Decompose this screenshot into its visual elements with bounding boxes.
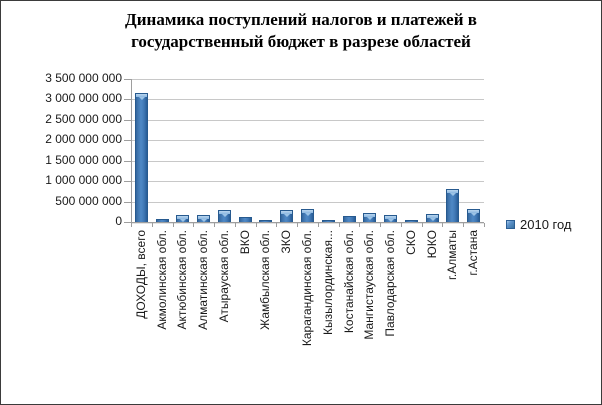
x-axis-tick xyxy=(256,223,257,227)
bar xyxy=(363,213,376,222)
y-axis-tick xyxy=(124,202,131,203)
x-axis-line xyxy=(131,222,484,223)
y-axis-label: 2 000 000 000 xyxy=(45,132,122,146)
category-label: Карагандинская обл. xyxy=(300,230,314,347)
category-label: г.Алматы xyxy=(445,230,459,281)
gridline xyxy=(131,140,484,141)
gridline xyxy=(131,202,484,203)
bar xyxy=(343,216,356,222)
bar xyxy=(156,219,169,222)
x-axis-tick xyxy=(297,223,298,227)
legend-series-label: 2010 год xyxy=(520,217,572,232)
x-axis-tick xyxy=(401,223,402,227)
category-label: Павлодарская обл. xyxy=(383,230,397,337)
x-axis-tick xyxy=(235,223,236,227)
gridline xyxy=(131,99,484,100)
x-axis-tick xyxy=(359,223,360,227)
category-label: ЮКО xyxy=(425,230,439,259)
category-label: Атырауская обл. xyxy=(217,230,231,323)
category-label: Акмолинская обл. xyxy=(155,230,169,330)
gridline xyxy=(131,120,484,121)
bar xyxy=(135,93,148,222)
y-axis-tick xyxy=(124,181,131,182)
bar xyxy=(197,215,210,222)
gridline xyxy=(131,161,484,162)
bar xyxy=(426,214,439,222)
y-axis-tick xyxy=(124,79,131,80)
x-axis-tick xyxy=(276,223,277,227)
x-axis-tick xyxy=(193,223,194,227)
category-label: Алматинская обл. xyxy=(196,230,210,330)
chart-title-line-2: государственный бюджет в разрезе областе… xyxy=(131,32,471,51)
category-label: ДОХОДЫ, всего xyxy=(134,230,148,319)
chart-title: Динамика поступлений налогов и платежей … xyxy=(1,9,601,53)
category-label: Жамбылская обл. xyxy=(258,230,272,330)
category-label: Актюбинская обл. xyxy=(175,230,189,330)
x-axis-tick xyxy=(173,223,174,227)
y-axis-label: 3 500 000 000 xyxy=(45,71,122,85)
category-label: ВКО xyxy=(238,230,252,255)
category-label: Кызылординская... xyxy=(321,230,335,335)
bar xyxy=(218,210,231,222)
bar xyxy=(467,209,480,222)
x-axis-tick xyxy=(339,223,340,227)
category-label: ЗКО xyxy=(279,230,293,254)
bar xyxy=(280,210,293,222)
x-axis-tick xyxy=(131,223,132,227)
y-axis-label: 3 000 000 000 xyxy=(45,91,122,105)
category-label: Костанайская обл. xyxy=(342,230,356,334)
y-axis-tick xyxy=(124,99,131,100)
y-axis-label: 1 000 000 000 xyxy=(45,173,122,187)
bar xyxy=(322,220,335,222)
gridline xyxy=(131,181,484,182)
y-axis-label: 500 000 000 xyxy=(55,194,122,208)
x-axis-tick xyxy=(214,223,215,227)
x-axis-tick xyxy=(463,223,464,227)
x-axis-tick xyxy=(484,223,485,227)
y-axis-label: 0 xyxy=(115,214,122,228)
gridline xyxy=(131,79,484,80)
plot-area: 0 500 000 000 1 000 000 000 1 500 000 000 2 … xyxy=(45,71,485,346)
y-axis-tick xyxy=(124,120,131,121)
x-axis-tick xyxy=(380,223,381,227)
y-axis-tick xyxy=(124,140,131,141)
bar xyxy=(446,189,459,222)
bar xyxy=(239,217,252,222)
y-axis-line xyxy=(131,79,132,222)
x-axis-tick xyxy=(318,223,319,227)
bar xyxy=(405,220,418,222)
bar xyxy=(301,209,314,222)
x-axis-tick xyxy=(152,223,153,227)
chart-title-line-1: Динамика поступлений налогов и платежей … xyxy=(125,10,477,29)
category-label: СКО xyxy=(404,230,418,255)
category-label: Мангистауская обл. xyxy=(362,230,376,340)
x-axis-tick xyxy=(442,223,443,227)
y-axis-tick xyxy=(124,161,131,162)
y-axis-tick xyxy=(124,222,131,223)
bar xyxy=(384,215,397,222)
y-axis-label: 2 500 000 000 xyxy=(45,112,122,126)
bar xyxy=(176,215,189,222)
legend-series-marker-icon xyxy=(506,220,515,229)
y-axis-label: 1 500 000 000 xyxy=(45,153,122,167)
category-label: г.Астана xyxy=(466,230,480,276)
x-axis-tick xyxy=(422,223,423,227)
legend: 2010 год xyxy=(506,217,572,232)
bar xyxy=(259,220,272,222)
